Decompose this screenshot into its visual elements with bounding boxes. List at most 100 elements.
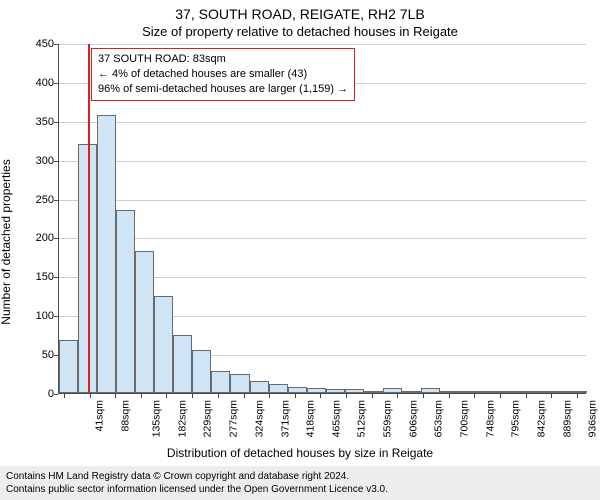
histogram-bar (516, 391, 535, 393)
y-tick-mark (54, 277, 58, 278)
histogram-bar (383, 388, 402, 393)
y-tick-label: 250 (14, 194, 54, 206)
y-tick-label: 150 (14, 271, 54, 283)
footer-attribution: Contains HM Land Registry data © Crown c… (0, 466, 600, 500)
histogram-bar (173, 335, 192, 393)
x-tick-label: 748sqm (484, 400, 496, 437)
x-tick-mark (551, 394, 552, 398)
histogram-bar (421, 388, 440, 393)
x-axis-label: Distribution of detached houses by size … (0, 446, 600, 460)
gridline (59, 161, 586, 162)
x-tick-mark (449, 394, 450, 398)
footer-line-2: Contains public sector information licen… (6, 483, 594, 496)
x-tick-label: 653sqm (432, 400, 444, 437)
annotation-box: 37 SOUTH ROAD: 83sqm ← 4% of detached ho… (91, 48, 355, 101)
x-tick-mark (64, 394, 65, 398)
x-tick-mark (295, 394, 296, 398)
histogram-bar (116, 210, 135, 393)
y-tick-mark (54, 122, 58, 123)
x-tick-mark (372, 394, 373, 398)
histogram-bar (288, 387, 307, 393)
histogram-bar (402, 391, 421, 393)
y-tick-label: 300 (14, 155, 54, 167)
x-tick-mark (320, 394, 321, 398)
x-tick-label: 324sqm (253, 400, 265, 437)
x-tick-label: 182sqm (176, 400, 188, 437)
gridline (59, 122, 586, 123)
x-tick-label: 277sqm (228, 400, 240, 437)
histogram-bar (269, 384, 288, 393)
y-tick-mark (54, 238, 58, 239)
x-tick-mark (218, 394, 219, 398)
histogram-bar (97, 115, 116, 393)
chart-container: Number of detached properties 37 SOUTH R… (0, 42, 600, 442)
histogram-bar (154, 296, 173, 393)
marker-line (88, 44, 90, 393)
gridline (59, 200, 586, 201)
histogram-bar (307, 388, 326, 393)
x-tick-label: 88sqm (119, 400, 131, 432)
histogram-bar (364, 391, 383, 393)
y-tick-label: 100 (14, 310, 54, 322)
x-tick-label: 418sqm (305, 400, 317, 437)
y-tick-label: 0 (14, 388, 54, 400)
histogram-bar (573, 391, 587, 393)
y-tick-mark (54, 355, 58, 356)
x-tick-mark (500, 394, 501, 398)
histogram-bar (554, 391, 573, 393)
x-tick-mark (423, 394, 424, 398)
y-tick-mark (54, 44, 58, 45)
x-tick-label: 795sqm (510, 400, 522, 437)
gridline (59, 238, 586, 239)
y-tick-label: 200 (14, 232, 54, 244)
histogram-bar (440, 391, 459, 393)
x-tick-label: 371sqm (279, 400, 291, 437)
x-tick-label: 936sqm (587, 400, 599, 437)
gridline (59, 44, 586, 45)
x-tick-label: 889sqm (561, 400, 573, 437)
y-tick-label: 450 (14, 38, 54, 50)
histogram-bar (497, 391, 516, 393)
annotation-line-3: 96% of semi-detached houses are larger (… (98, 82, 348, 97)
y-tick-mark (54, 394, 58, 395)
x-tick-label: 41sqm (94, 400, 106, 432)
x-tick-mark (141, 394, 142, 398)
y-tick-label: 400 (14, 77, 54, 89)
x-tick-mark (166, 394, 167, 398)
x-tick-mark (577, 394, 578, 398)
x-tick-label: 135sqm (151, 400, 163, 437)
y-tick-mark (54, 161, 58, 162)
x-tick-label: 559sqm (381, 400, 393, 437)
footer-line-1: Contains HM Land Registry data © Crown c… (6, 470, 594, 483)
x-tick-label: 512sqm (356, 400, 368, 437)
x-tick-mark (474, 394, 475, 398)
annotation-line-1: 37 SOUTH ROAD: 83sqm (98, 52, 348, 67)
x-tick-mark (526, 394, 527, 398)
x-tick-label: 700sqm (458, 400, 470, 437)
histogram-bar (135, 251, 154, 393)
y-tick-label: 50 (14, 349, 54, 361)
histogram-bar (211, 371, 230, 393)
x-tick-label: 229sqm (202, 400, 214, 437)
histogram-bar (345, 389, 364, 393)
x-tick-label: 842sqm (535, 400, 547, 437)
histogram-bar (478, 391, 497, 393)
x-tick-mark (244, 394, 245, 398)
histogram-bar (250, 381, 269, 393)
y-tick-label: 350 (14, 116, 54, 128)
x-tick-label: 606sqm (407, 400, 419, 437)
y-tick-mark (54, 316, 58, 317)
x-tick-mark (115, 394, 116, 398)
y-axis-label: Number of detached properties (0, 159, 13, 324)
y-tick-mark (54, 200, 58, 201)
histogram-bar (535, 391, 554, 393)
histogram-bar (326, 389, 345, 393)
histogram-bar (192, 350, 211, 393)
x-tick-mark (397, 394, 398, 398)
annotation-line-2: ← 4% of detached houses are smaller (43) (98, 67, 348, 82)
histogram-bar (230, 374, 249, 393)
histogram-bar (59, 340, 78, 393)
page-subtitle: Size of property relative to detached ho… (0, 22, 600, 39)
x-tick-mark (192, 394, 193, 398)
page-title: 37, SOUTH ROAD, REIGATE, RH2 7LB (0, 0, 600, 22)
